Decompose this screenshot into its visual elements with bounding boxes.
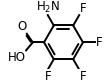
Text: F: F	[80, 70, 87, 83]
Text: O: O	[17, 20, 26, 33]
Text: H$_2$N: H$_2$N	[36, 0, 60, 15]
Text: F: F	[80, 2, 87, 15]
Text: F: F	[96, 36, 102, 49]
Text: F: F	[44, 70, 51, 83]
Text: HO: HO	[8, 51, 26, 64]
